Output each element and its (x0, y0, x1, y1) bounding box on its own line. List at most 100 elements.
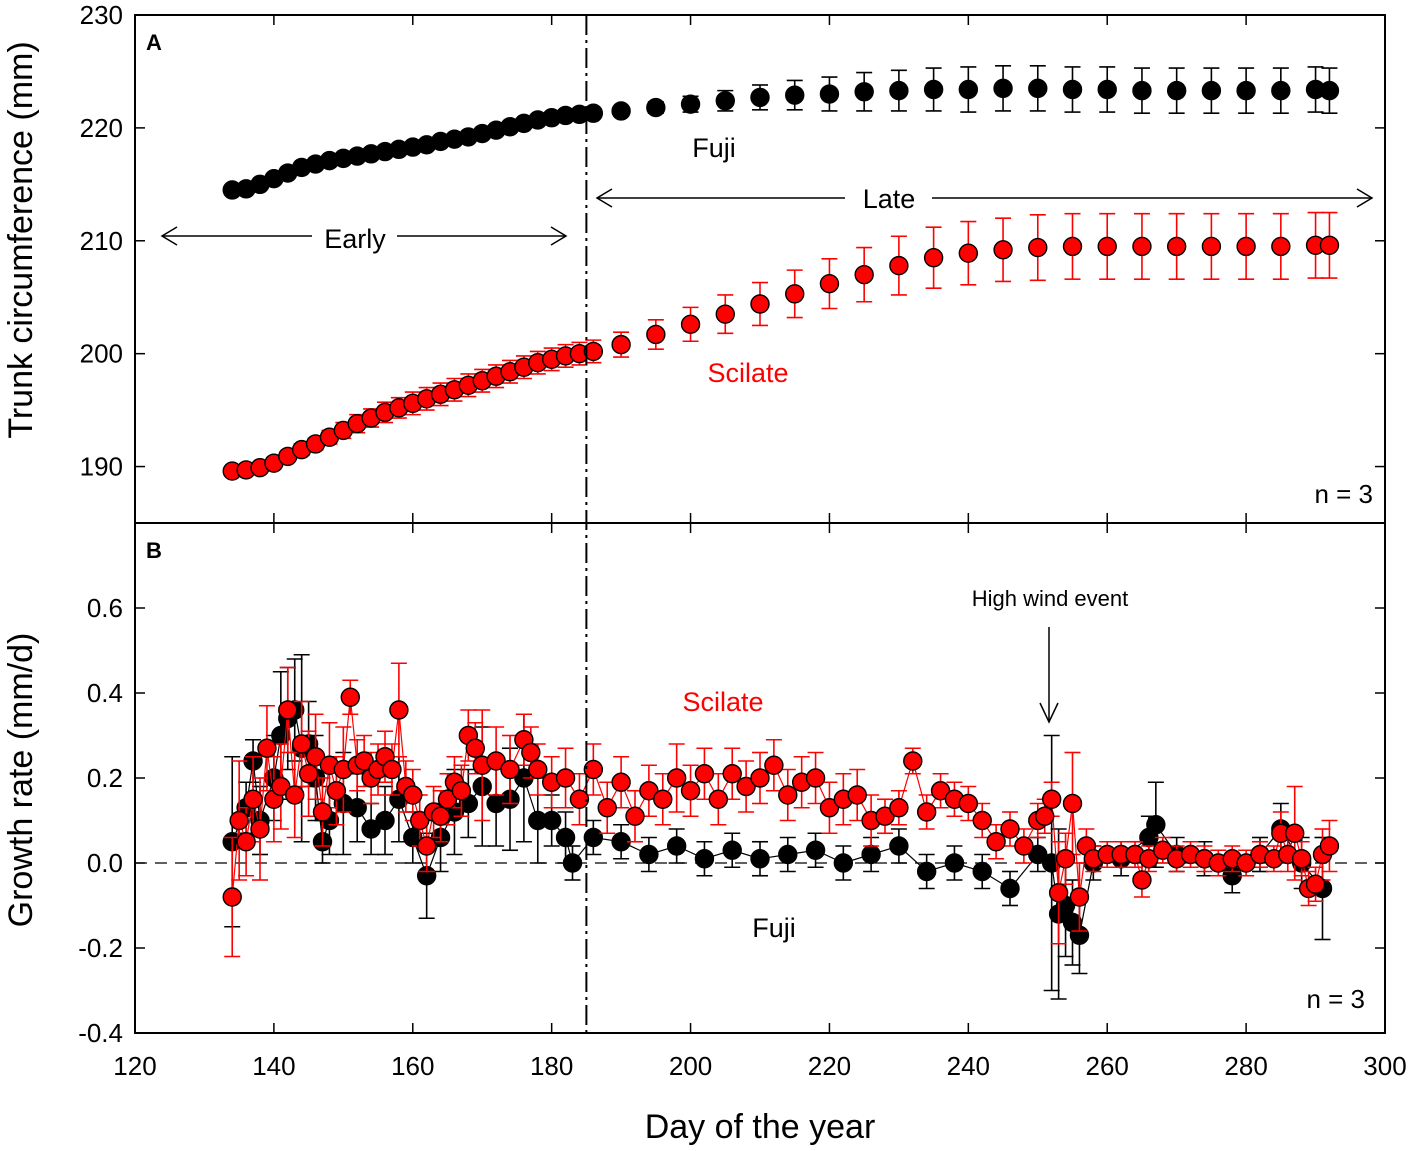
panel-b-y-axis-label: Growth rate (mm/d) (2, 633, 40, 928)
scilate-data-point (1201, 236, 1222, 257)
fuji-data-point (958, 79, 979, 100)
fuji-data-point (993, 78, 1013, 99)
scilate-data-point (653, 789, 673, 809)
scilate-data-point (305, 747, 326, 767)
scilate-data-point (285, 785, 305, 805)
fuji-data-point (819, 84, 840, 104)
scilate-data-point (680, 314, 701, 335)
x-axis-label: Day of the year (645, 1108, 876, 1146)
fuji-data-point (1146, 815, 1166, 835)
scilate-data-point (1055, 849, 1076, 869)
fuji-data-point (778, 844, 798, 865)
scilate-data-point (430, 806, 451, 826)
x-tick-label: 280 (1224, 1051, 1267, 1081)
scilate-data-point (805, 768, 826, 788)
panel-b-label: B (146, 538, 162, 563)
scilate-data-point (993, 240, 1013, 260)
fuji-data-point (923, 79, 944, 100)
scilate-data-point (1069, 887, 1090, 907)
fuji-data-point (666, 836, 687, 856)
scilate-data-point (750, 294, 770, 314)
scilate-data-point (639, 781, 659, 801)
fuji-data-point (1132, 80, 1152, 101)
fuji-data-point (583, 103, 604, 123)
panel-a-n-label: n = 3 (1314, 479, 1373, 509)
scilate-data-point (666, 768, 687, 788)
scilate-data-point (819, 273, 840, 294)
scilate-data-point (1041, 789, 1062, 809)
wind-event-arrow (1039, 627, 1059, 724)
scilate-data-point (972, 810, 992, 831)
fuji-data-point (833, 853, 854, 873)
scilate-data-point (1048, 883, 1069, 903)
panel-a-fuji-label: Fuji (692, 133, 736, 163)
fuji-data-point (1062, 79, 1083, 100)
scilate-data-point (923, 248, 944, 268)
scilate-data-point (750, 768, 770, 788)
fuji-data-point (639, 844, 659, 865)
wind-event-label: High wind event (972, 586, 1129, 611)
fuji-data-point (1319, 80, 1340, 101)
scilate-data-point (889, 798, 909, 818)
scilate-data-point (1132, 870, 1152, 890)
fuji-data-point (889, 80, 909, 101)
y-tick-label: 0.0 (87, 848, 123, 878)
scilate-data-point (500, 759, 520, 780)
scilate-data-point (278, 700, 298, 720)
scilate-data-point (1291, 849, 1312, 869)
scilate-data-point (243, 789, 263, 809)
scilate-data-point (521, 742, 541, 763)
scilate-data-point (722, 764, 742, 784)
y-tick-label: 220 (80, 113, 123, 143)
scilate-data-point (222, 887, 242, 907)
scilate-data-point (778, 785, 798, 805)
fuji-data-point (1236, 80, 1256, 101)
x-tick-label: 240 (947, 1051, 990, 1081)
scilate-data-point (597, 798, 617, 818)
scilate-data-point (903, 751, 923, 771)
fuji-data-point (646, 97, 666, 118)
fuji-data-point (555, 827, 576, 848)
scilate-data-point (382, 759, 402, 780)
scilate-data-point (389, 700, 409, 720)
scilate-data-point (1132, 236, 1152, 257)
scilate-data-point (1305, 874, 1326, 894)
scilate-data-point (611, 772, 631, 792)
fuji-data-point (347, 798, 367, 818)
x-tick-label: 180 (530, 1051, 573, 1081)
scilate-data-point (1166, 236, 1187, 257)
y-tick-label: 210 (80, 226, 123, 256)
scilate-data-point (486, 751, 506, 771)
scilate-data-point (680, 781, 701, 801)
y-tick-label: 230 (80, 0, 123, 30)
fuji-data-point (722, 840, 742, 860)
panel-b-x-ticks: 120 140 160 180 200 220 240 260 280 300 (113, 15, 1407, 1081)
y-tick-label: 0.6 (87, 593, 123, 623)
scilate-data-point (694, 764, 715, 784)
panel-b-n-label: n = 3 (1306, 984, 1365, 1014)
fuji-data-point (1000, 878, 1020, 899)
scilate-data-point (1236, 853, 1256, 873)
panel-a: 190 200 210 220 230 A n = 3 Trunk circumfere… (2, 0, 1386, 524)
scilate-data-point (889, 255, 909, 276)
scilate-data-point (847, 785, 867, 805)
fuji-data-point (611, 101, 631, 121)
panel-b-fuji-label: Fuji (752, 913, 796, 943)
fuji-data-point (785, 85, 805, 105)
scilate-data-point (250, 819, 270, 839)
panel-b-scilate-label: Scilate (682, 687, 763, 717)
fuji-data-point (889, 836, 909, 856)
scilate-data-point (916, 802, 937, 822)
panel-b: -0.4 -0.2 0.0 0.2 0.4 0.6 120 140 160 180 200 220 2… (2, 15, 1407, 1146)
scilate-data-point (764, 755, 784, 775)
scilate-data-point (416, 836, 437, 856)
fuji-data-point (1166, 80, 1187, 101)
fuji-data-point (1201, 80, 1222, 101)
scilate-data-point (1285, 823, 1305, 843)
scilate-data-point (583, 759, 604, 780)
scilate-data-point (819, 798, 840, 818)
scilate-data-point (715, 304, 735, 324)
scilate-data-point (1271, 236, 1291, 257)
scilate-data-point (528, 759, 548, 780)
